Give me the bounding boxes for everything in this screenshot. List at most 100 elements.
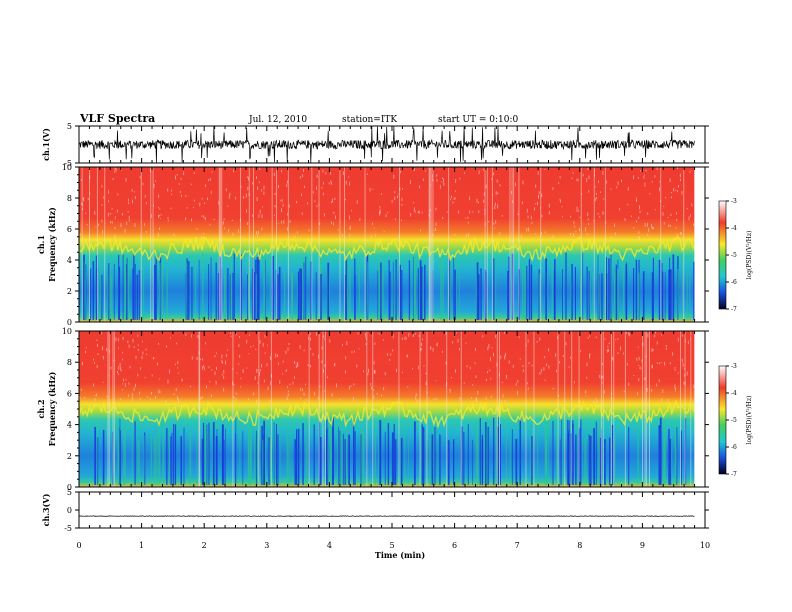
sferic-stripe — [563, 261, 565, 320]
sferic-stripe — [332, 427, 334, 485]
spectrogram-speckle — [557, 336, 558, 340]
spectrogram-speckle — [263, 379, 265, 383]
spectrogram-speckle — [449, 388, 451, 393]
spectrogram-speckle — [398, 193, 400, 195]
spectrogram-speckle — [176, 174, 178, 176]
sferic-stripe — [166, 428, 168, 485]
bright-stripe — [557, 331, 559, 487]
bright-stripe — [258, 331, 260, 487]
sferic-stripe — [686, 272, 688, 320]
spectrogram-speckle — [656, 362, 658, 364]
sferic-stripe — [454, 269, 456, 320]
spectrogram-speckle — [351, 210, 352, 212]
spectrogram-speckle — [323, 369, 324, 373]
sferic-stripe — [277, 434, 279, 485]
spectrogram-speckle — [303, 169, 304, 172]
spectrogram-speckle — [454, 234, 456, 236]
sferic-stripe — [414, 421, 416, 485]
spectrogram-speckle — [412, 367, 413, 370]
bright-stripe — [513, 167, 515, 322]
spectrogram-speckle — [445, 361, 447, 365]
sferic-stripe — [395, 259, 397, 320]
colorbar-label: log(PSD)(V²/Hz) — [746, 396, 753, 445]
spectrogram-speckle — [379, 211, 380, 216]
sferic-stripe — [329, 418, 332, 485]
spectrogram-speckle — [321, 186, 323, 189]
bright-stripe — [426, 331, 428, 487]
sferic-stripe — [497, 426, 499, 485]
spectrogram-speckle — [255, 348, 257, 351]
spectrogram-speckle — [367, 173, 368, 175]
spectrogram-speckle — [294, 360, 296, 364]
spectrogram-speckle — [674, 367, 676, 369]
spectrogram-speckle — [548, 348, 549, 352]
bright-stripe — [96, 167, 98, 322]
spectrogram-speckle — [101, 219, 103, 223]
spectrogram-speckle — [259, 209, 261, 214]
spectrogram-speckle — [585, 390, 587, 394]
sferic-stripe — [210, 257, 212, 320]
spectrogram-speckle — [615, 232, 617, 236]
spectrogram-speckle — [459, 397, 461, 401]
spectrogram-speckle — [683, 381, 685, 385]
spectrogram-speckle — [560, 199, 561, 203]
spectrogram-speckle — [629, 332, 631, 337]
spectrogram-speckle — [476, 397, 477, 402]
spectrogram-speckle — [321, 346, 323, 350]
spectrogram-speckle — [336, 383, 337, 388]
spectrogram-speckle — [607, 346, 609, 348]
spectrogram-speckle — [123, 378, 124, 382]
sferic-stripe — [265, 259, 266, 320]
spectrogram-speckle — [390, 353, 392, 356]
spectrogram-speckle — [261, 364, 262, 368]
spectrogram-speckle — [294, 235, 296, 239]
spectrogram-speckle — [544, 168, 546, 170]
sferic-stripe — [95, 255, 98, 320]
sferic-stripe — [635, 259, 638, 320]
spectrogram-speckle — [475, 375, 477, 378]
spectrogram-speckle — [131, 393, 133, 397]
sferic-stripe — [344, 274, 346, 320]
spectrogram-speckle — [373, 227, 375, 229]
spectrogram-speckle — [565, 342, 567, 346]
sferic-stripe — [354, 275, 356, 320]
sferic-stripe — [353, 420, 355, 485]
sferic-stripe — [127, 256, 130, 320]
spectrogram-speckle — [127, 340, 129, 344]
spectrogram-speckle — [633, 375, 635, 376]
spectrogram-speckle — [201, 236, 203, 240]
spectrogram-speckle — [256, 369, 258, 372]
spectrogram-speckle — [693, 384, 695, 389]
spectrogram-speckle — [414, 207, 415, 212]
spectrogram-speckle — [588, 175, 590, 180]
spectrogram-speckle — [537, 171, 539, 175]
spectrogram-speckle — [259, 371, 260, 375]
sferic-stripe — [345, 257, 348, 320]
spectrogram-speckle — [656, 167, 658, 171]
spectrogram-speckle — [651, 364, 653, 369]
spectrogram-speckle — [454, 196, 456, 200]
sferic-stripe — [467, 423, 469, 485]
spectrogram-speckle — [137, 344, 139, 346]
spectrogram-speckle — [646, 170, 647, 172]
spectrogram-speckle — [312, 353, 314, 356]
colorbar — [718, 200, 727, 310]
spectrogram-speckle — [177, 361, 179, 365]
sferic-stripe — [652, 257, 654, 320]
spectrogram-speckle — [679, 173, 681, 178]
spectrogram-speckle — [573, 233, 574, 237]
sferic-stripe — [169, 427, 170, 485]
spectrogram-speckle — [497, 204, 499, 209]
spectrogram-speckle — [117, 338, 119, 342]
spectrogram-speckle — [499, 184, 501, 187]
bright-stripe — [218, 167, 220, 322]
spectrogram-speckle — [354, 350, 355, 353]
sferic-stripe — [296, 429, 298, 485]
sferic-stripe — [628, 426, 630, 485]
sferic-stripe — [561, 417, 562, 485]
sferic-stripe — [157, 431, 159, 485]
spectrogram-speckle — [128, 382, 130, 385]
spectrogram-speckle — [149, 398, 151, 400]
spectrogram-speckle — [259, 167, 261, 171]
sferic-stripe — [205, 426, 207, 485]
